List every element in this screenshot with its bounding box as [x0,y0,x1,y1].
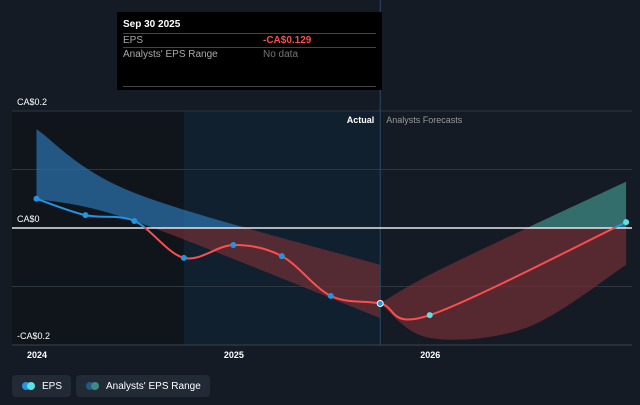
eps-forecast-point [623,219,630,226]
legend-eps-range[interactable]: Analysts' EPS Range [76,375,210,397]
tooltip-row-range: Analysts' EPS Range No data [123,47,376,61]
eps-point [230,241,237,248]
eps-point [278,253,285,260]
y-tick-label: CA$0.2 [17,97,47,107]
range-band-past-negative [153,228,381,319]
x-tick-label: 2025 [224,350,244,360]
y-tick-label: CA$0 [17,214,40,224]
legend: EPS Analysts' EPS Range [12,375,210,397]
eps-point [327,292,334,299]
tooltip-row-eps: EPS -CA$0.129 [123,33,376,47]
actual-label: Actual [347,115,375,125]
x-tick-label: 2026 [420,350,440,360]
eps-legend-icon [22,382,36,390]
eps-point [376,299,384,307]
tooltip: Sep 30 2025 EPS -CA$0.129 Analysts' EPS R… [117,12,382,90]
eps-point [180,254,187,261]
range-band-forecast-negative [380,228,627,340]
forecast-label: Analysts Forecasts [386,115,463,125]
range-legend-icon [86,382,100,390]
y-tick-label: -CA$0.2 [17,331,50,341]
eps-forecast-point [426,312,433,319]
legend-eps[interactable]: EPS [12,375,72,397]
range-band-past-positive [36,129,247,228]
eps-point [131,217,138,224]
eps-point [33,195,40,202]
range-band-forecast-positive [527,181,627,228]
tooltip-date: Sep 30 2025 [123,19,181,30]
eps-line-positive [36,197,627,228]
eps-point [82,212,89,219]
x-tick-label: 2024 [27,350,47,360]
